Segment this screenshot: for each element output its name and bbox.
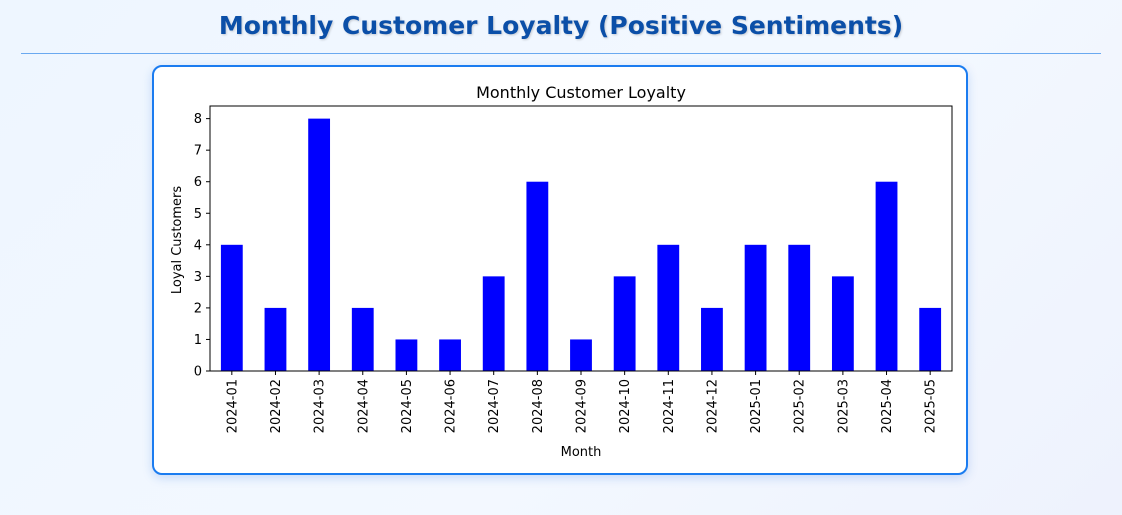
bar-2025-03 [831, 276, 854, 371]
x-tick-label: 2025-02 [793, 379, 808, 433]
bar-2024-12 [701, 307, 723, 371]
bar-2024-06 [439, 339, 461, 371]
bar-chart: Monthly Customer Loyalty Loyal Customers… [170, 83, 953, 460]
x-tick-label: 2024-07 [487, 379, 502, 433]
bar-2024-08 [526, 181, 549, 371]
y-tick-label: 4 [194, 238, 202, 253]
x-tick-label: 2024-11 [662, 379, 677, 433]
x-tick-label: 2024-10 [618, 379, 633, 433]
bar-2024-10 [613, 276, 636, 371]
y-tick-label: 3 [194, 270, 202, 285]
bar-2025-05 [919, 307, 942, 371]
x-tick-label: 2024-02 [269, 379, 284, 433]
y-tick-label: 7 [194, 144, 202, 159]
x-axis-label: Month [561, 445, 602, 460]
x-tick-label: 2025-05 [924, 379, 939, 433]
bar-2024-11 [657, 244, 680, 371]
bar-2024-01 [220, 244, 243, 371]
y-tick-label: 0 [194, 365, 202, 380]
bar-2024-09 [570, 339, 592, 371]
x-tick-label: 2024-04 [356, 379, 371, 433]
x-tick-label: 2024-03 [313, 379, 328, 433]
bar-2025-01 [744, 244, 767, 371]
page-title: Monthly Customer Loyalty (Positive Senti… [218, 11, 904, 40]
bar-2024-05 [395, 339, 418, 371]
y-axis-label: Loyal Customers [170, 186, 185, 295]
x-tick-label: 2024-06 [444, 379, 459, 433]
bar-2024-03 [308, 118, 331, 371]
title-divider [21, 53, 1101, 54]
bar-2024-04 [351, 307, 374, 371]
bar-2025-02 [788, 244, 811, 371]
y-tick-label: 1 [194, 333, 202, 348]
bar-2024-07 [482, 276, 505, 371]
y-tick-label: 8 [194, 112, 202, 127]
x-tick-label: 2024-09 [575, 379, 590, 433]
y-tick-label: 5 [194, 207, 202, 222]
bar-2025-04 [875, 181, 898, 371]
x-tick-label: 2024-01 [225, 379, 240, 433]
x-tick-label: 2025-01 [749, 379, 764, 433]
x-tick-label: 2025-03 [836, 379, 851, 433]
chart-card: Monthly Customer Loyalty Loyal Customers… [152, 65, 968, 475]
x-tick-label: 2024-08 [531, 379, 546, 433]
x-tick-label: 2025-04 [880, 379, 895, 433]
y-tick-label: 2 [194, 301, 202, 316]
chart-title: Monthly Customer Loyalty [476, 83, 686, 102]
x-tick-label: 2024-12 [705, 379, 720, 433]
x-tick-label: 2024-05 [400, 379, 415, 433]
y-tick-label: 6 [194, 175, 202, 190]
bar-2024-02 [264, 307, 287, 371]
